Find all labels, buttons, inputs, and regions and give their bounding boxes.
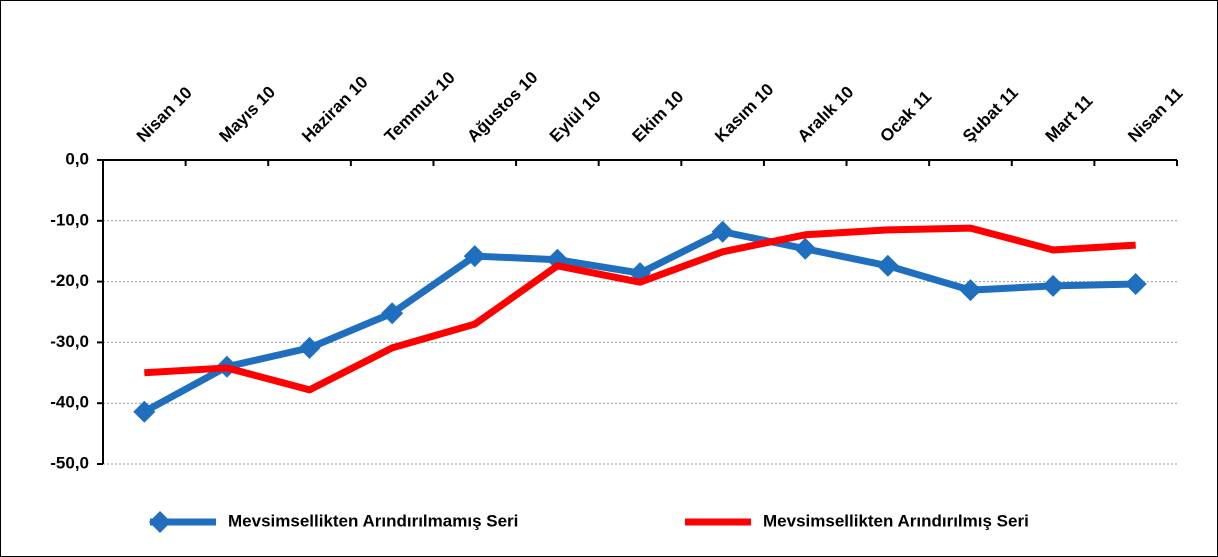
y-tick-label: -20,0 — [50, 271, 89, 290]
series-marker — [463, 245, 486, 268]
series-marker — [876, 254, 899, 277]
series-marker — [133, 400, 156, 423]
series-marker — [1124, 273, 1147, 296]
legend-label: Mevsimsellikten Arındırılmamış Seri — [228, 511, 518, 530]
y-tick-label: -40,0 — [50, 393, 89, 412]
series-marker — [381, 302, 404, 325]
series-line — [144, 224, 1136, 394]
series-marker — [298, 336, 321, 359]
legend-marker — [149, 511, 171, 533]
y-tick-label: 0,0 — [65, 149, 89, 168]
y-tick-label: -50,0 — [50, 453, 89, 472]
y-tick-label: -30,0 — [50, 332, 89, 351]
series-marker — [1042, 274, 1065, 297]
series-marker — [711, 220, 734, 243]
legend-label: Mevsimsellikten Arındırılmış Seri — [763, 511, 1029, 530]
series-marker — [794, 237, 817, 260]
series-marker — [959, 279, 982, 302]
y-tick-label: -10,0 — [50, 210, 89, 229]
